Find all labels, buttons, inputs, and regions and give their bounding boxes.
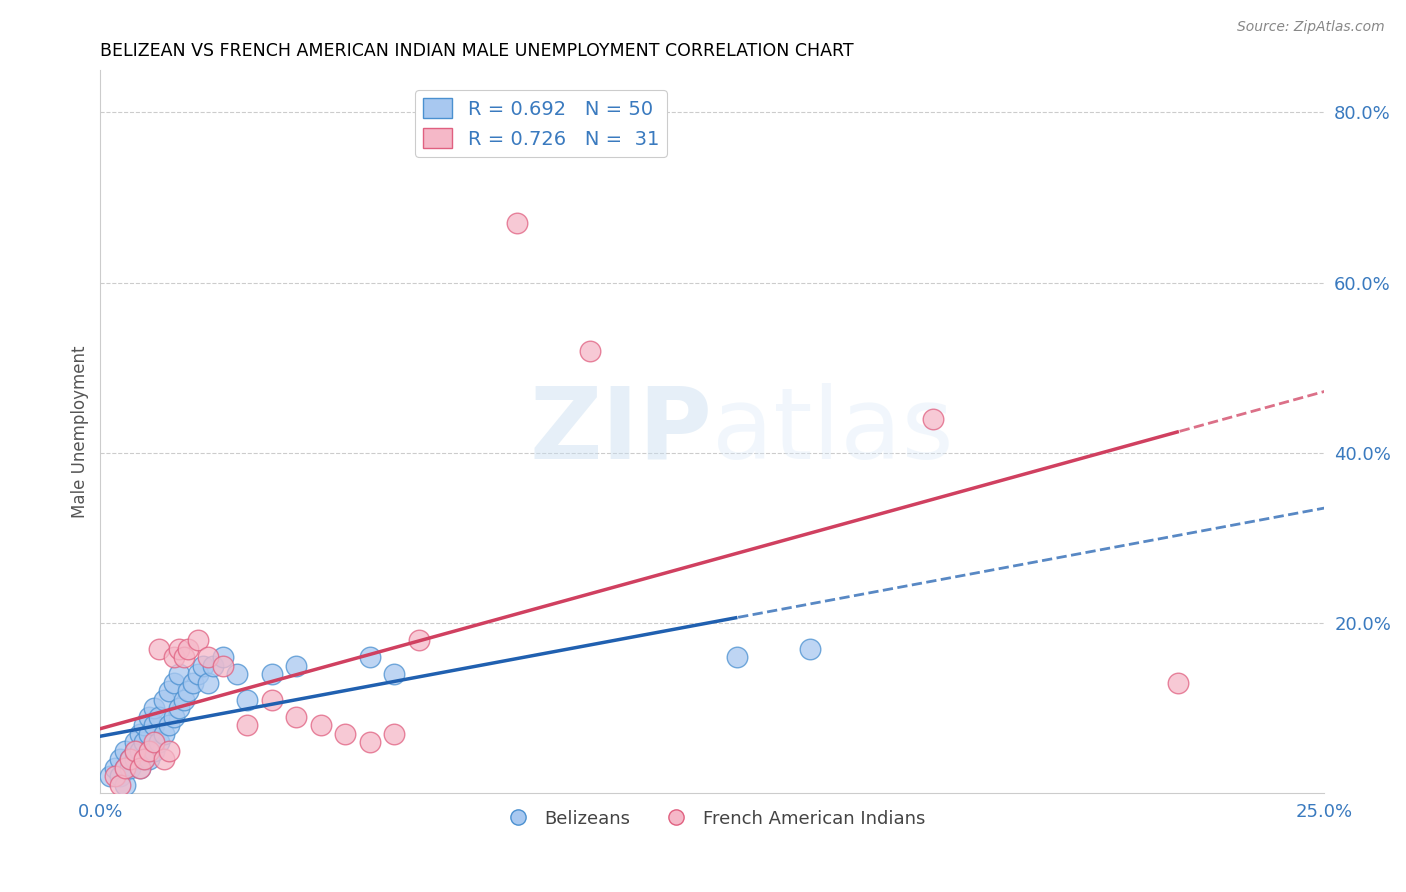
Point — [138, 752, 160, 766]
Point — [134, 735, 156, 749]
Point — [382, 727, 405, 741]
Point — [128, 761, 150, 775]
Point — [226, 667, 249, 681]
Point — [359, 650, 381, 665]
Point — [236, 692, 259, 706]
Point — [124, 744, 146, 758]
Point — [138, 709, 160, 723]
Point — [163, 650, 186, 665]
Point — [236, 718, 259, 732]
Point — [211, 658, 233, 673]
Point — [114, 744, 136, 758]
Point — [333, 727, 356, 741]
Point — [128, 744, 150, 758]
Text: ZIP: ZIP — [530, 383, 713, 480]
Point — [211, 650, 233, 665]
Point — [260, 692, 283, 706]
Point — [114, 761, 136, 775]
Point — [197, 675, 219, 690]
Point — [134, 752, 156, 766]
Point — [143, 701, 166, 715]
Point — [173, 650, 195, 665]
Point — [108, 778, 131, 792]
Point — [799, 641, 821, 656]
Point — [153, 692, 176, 706]
Point — [114, 761, 136, 775]
Point — [197, 650, 219, 665]
Point — [359, 735, 381, 749]
Point — [143, 744, 166, 758]
Text: atlas: atlas — [713, 383, 955, 480]
Point — [114, 778, 136, 792]
Point — [98, 769, 121, 783]
Point — [183, 675, 205, 690]
Point — [157, 744, 180, 758]
Point — [725, 650, 748, 665]
Point — [382, 667, 405, 681]
Point — [167, 641, 190, 656]
Point — [104, 761, 127, 775]
Text: BELIZEAN VS FRENCH AMERICAN INDIAN MALE UNEMPLOYMENT CORRELATION CHART: BELIZEAN VS FRENCH AMERICAN INDIAN MALE … — [100, 42, 853, 60]
Point — [579, 343, 602, 358]
Point — [408, 633, 430, 648]
Point — [124, 744, 146, 758]
Point — [108, 769, 131, 783]
Point — [118, 761, 141, 775]
Point — [148, 709, 170, 723]
Point — [128, 727, 150, 741]
Point — [153, 752, 176, 766]
Point — [201, 658, 224, 673]
Point — [167, 701, 190, 715]
Y-axis label: Male Unemployment: Male Unemployment — [72, 345, 89, 517]
Point — [157, 684, 180, 698]
Point — [163, 675, 186, 690]
Point — [177, 641, 200, 656]
Point — [260, 667, 283, 681]
Legend: Belizeans, French American Indians: Belizeans, French American Indians — [492, 803, 932, 835]
Text: Source: ZipAtlas.com: Source: ZipAtlas.com — [1237, 20, 1385, 34]
Point — [128, 761, 150, 775]
Point — [173, 692, 195, 706]
Point — [309, 718, 332, 732]
Point — [921, 411, 943, 425]
Point — [143, 735, 166, 749]
Point — [138, 744, 160, 758]
Point — [1166, 675, 1188, 690]
Point — [134, 752, 156, 766]
Point — [143, 718, 166, 732]
Point — [177, 684, 200, 698]
Point — [285, 709, 308, 723]
Point — [193, 658, 215, 673]
Point — [124, 752, 146, 766]
Point — [285, 658, 308, 673]
Point — [148, 641, 170, 656]
Point — [118, 752, 141, 766]
Point — [138, 727, 160, 741]
Point — [134, 718, 156, 732]
Point — [167, 667, 190, 681]
Point — [187, 667, 209, 681]
Point — [104, 769, 127, 783]
Point — [108, 752, 131, 766]
Point — [148, 735, 170, 749]
Point — [124, 735, 146, 749]
Point — [187, 633, 209, 648]
Point — [163, 709, 186, 723]
Point — [153, 727, 176, 741]
Point — [118, 752, 141, 766]
Point — [505, 216, 527, 230]
Point — [157, 718, 180, 732]
